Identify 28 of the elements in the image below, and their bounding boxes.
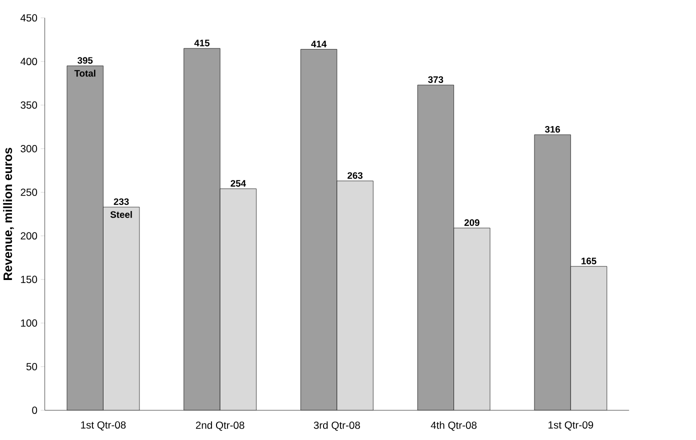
data-label: 209 xyxy=(464,219,480,226)
data-label: 263 xyxy=(348,172,363,179)
series-label: Total xyxy=(74,70,96,76)
x-tick-label: 1st Qtr-08 xyxy=(81,421,126,430)
data-label: 395 xyxy=(78,56,93,64)
y-tick-label: 300 xyxy=(20,144,38,152)
data-label: 254 xyxy=(230,180,246,187)
data-label: 165 xyxy=(582,257,596,264)
x-tick-label: 4th Qtr-08 xyxy=(430,421,477,431)
y-axis-title: Revenue, million euros xyxy=(3,148,14,280)
y-tick-label: 450 xyxy=(20,14,38,22)
data-label: 415 xyxy=(194,40,210,46)
data-label: 316 xyxy=(544,126,560,132)
y-tick-label: 100 xyxy=(21,319,38,327)
series-label: Steel xyxy=(110,210,132,218)
x-tick-label: 1st Qtr-09 xyxy=(548,421,594,430)
y-tick-label: 250 xyxy=(20,188,38,196)
y-tick-label: 0 xyxy=(32,406,38,414)
y-tick-label: 50 xyxy=(26,362,38,370)
y-tick-label: 200 xyxy=(20,232,38,240)
data-label: 233 xyxy=(114,198,129,205)
data-label: 373 xyxy=(428,76,444,83)
data-label: 414 xyxy=(311,40,327,48)
x-tick-label: 3rd Qtr-08 xyxy=(314,421,360,431)
y-tick-label: 400 xyxy=(20,58,38,65)
y-tick-label: 350 xyxy=(20,101,38,109)
y-tick-label: 150 xyxy=(21,276,38,283)
x-tick-label: 2nd Qtr-08 xyxy=(196,421,244,431)
